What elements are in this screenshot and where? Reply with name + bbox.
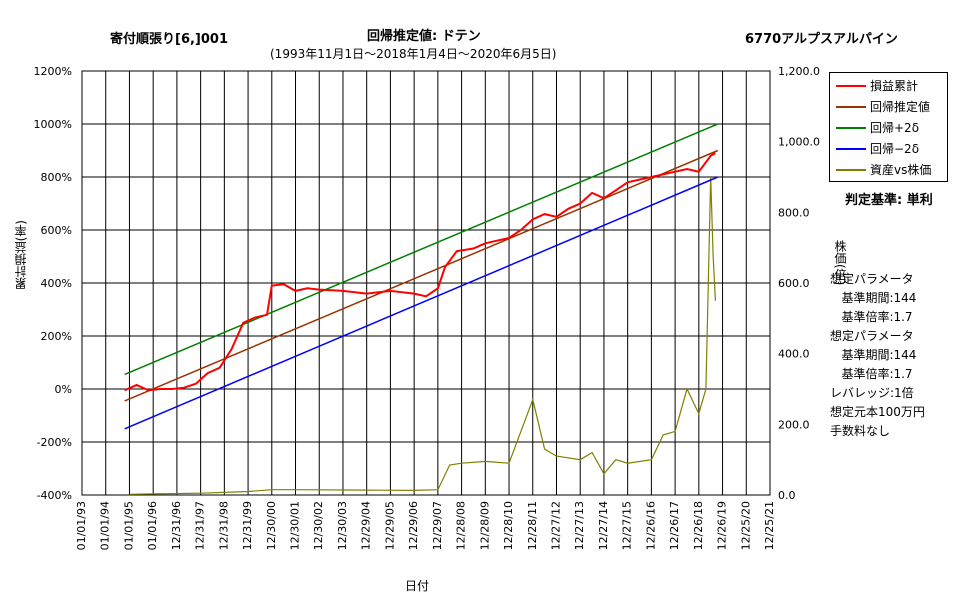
y2-tick-label: 600.0: [778, 277, 810, 290]
y2-tick-label: 800.0: [778, 206, 810, 219]
legend-swatch: [836, 106, 866, 108]
x-tick-label: 12/25/21: [763, 501, 776, 550]
x-tick-label: 12/27/14: [597, 501, 610, 550]
y-axis-label: 累計損益(率): [14, 220, 28, 290]
x-tick-label: 12/26/19: [716, 501, 729, 550]
y-tick-label: -400%: [37, 489, 72, 502]
x-tick-label: 12/30/03: [336, 501, 349, 550]
x-tick-label: 12/28/08: [455, 501, 468, 550]
x-tick-label: 12/26/17: [668, 501, 681, 550]
legend: 損益累計 回帰推定値 回帰+2δ 回帰−2δ 資産vs株価: [829, 72, 948, 182]
x-tick-label: 12/31/97: [194, 501, 207, 550]
asset-line: [129, 176, 716, 495]
x-tick-label: 12/28/11: [526, 501, 539, 550]
regression-line: [124, 149, 719, 402]
lower-band-line: [124, 176, 719, 430]
x-tick-label: 12/31/98: [217, 501, 230, 550]
x-tick-label: 12/25/20: [739, 501, 752, 550]
chart-title: 回帰推定値: ドテン: [367, 29, 481, 44]
x-tick-label: 01/01/94: [99, 501, 112, 550]
y-tick-label: 1200%: [34, 65, 72, 78]
legend-label: 資産vs株価: [870, 163, 932, 177]
judge-criteria: 判定基準: 単利: [845, 193, 933, 208]
x-tick-label: 12/30/00: [265, 501, 278, 550]
x-tick-label: 12/28/09: [478, 501, 491, 550]
x-tick-label: 12/29/05: [383, 501, 396, 550]
y2-tick-label: 400.0: [778, 348, 810, 361]
y-tick-label: 400%: [41, 277, 72, 290]
y-tick-label: 200%: [41, 330, 72, 343]
legend-label: 回帰推定値: [870, 100, 931, 114]
x-tick-label: 12/26/16: [644, 501, 657, 550]
y2-tick-label: 0.0: [778, 489, 796, 502]
x-tick-label: 01/01/96: [146, 501, 159, 550]
upper-band-line: [124, 123, 719, 376]
x-tick-label: 12/26/18: [692, 501, 705, 550]
x-axis-label: 日付: [405, 579, 430, 593]
cumulative-pl-line: [124, 152, 716, 392]
x-tick-label: 12/31/96: [170, 501, 183, 550]
y-tick-label: -200%: [37, 436, 72, 449]
y-tick-label: 600%: [41, 224, 72, 237]
x-tick-label: 12/29/04: [360, 501, 373, 550]
x-tick-label: 12/31/99: [241, 501, 254, 550]
x-tick-label: 12/27/15: [621, 501, 634, 550]
y-tick-label: 800%: [41, 171, 72, 184]
y2-axis-label: 株価(倍): [833, 240, 847, 286]
x-tick-label: 01/01/95: [122, 501, 135, 550]
y-tick-label: 1000%: [34, 118, 72, 131]
params-block: 想定パラメータ 基準期間:144 基準倍率:1.7 想定パラメータ 基準期間:1…: [830, 272, 925, 438]
legend-swatch: [836, 127, 866, 129]
x-tick-label: 12/30/02: [312, 501, 325, 550]
x-tick-label: 12/29/06: [407, 501, 420, 550]
y-tick-label: 0%: [55, 383, 72, 396]
y2-tick-label: 200.0: [778, 418, 810, 431]
x-tick-label: 12/28/10: [502, 501, 515, 550]
x-tick-label: 12/29/07: [431, 501, 444, 550]
legend-label: 回帰+2δ: [870, 121, 920, 135]
x-tick-label: 12/27/12: [549, 501, 562, 550]
x-tick-label: 12/30/01: [289, 501, 302, 550]
chart-subtitle: (1993年11月1日〜2018年1月4日〜2020年6月5日): [270, 47, 557, 61]
legend-label: 損益累計: [870, 79, 919, 93]
legend-label: 回帰−2δ: [870, 142, 920, 156]
stock-name: 6770アルプスアルパイン: [745, 32, 898, 47]
strategy-title: 寄付順張り[6,]001: [110, 32, 229, 47]
legend-swatch: [836, 85, 866, 87]
legend-swatch: [836, 148, 866, 150]
legend-swatch: [836, 169, 866, 171]
y2-tick-label: 1,000.0: [778, 136, 820, 149]
x-tick-label: 01/01/93: [75, 501, 88, 550]
x-tick-label: 12/27/13: [573, 501, 586, 550]
y2-tick-label: 1,200.0: [778, 65, 820, 78]
